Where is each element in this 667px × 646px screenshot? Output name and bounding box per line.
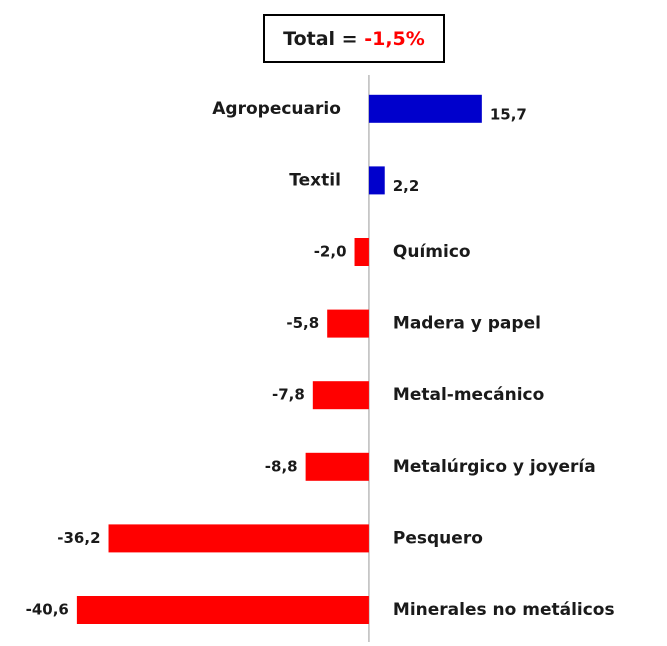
chart-title: Total = -1,5% bbox=[283, 28, 425, 50]
bar bbox=[108, 524, 369, 553]
category-label: Textil bbox=[289, 170, 341, 190]
value-label: -40,6 bbox=[26, 601, 69, 619]
value-label: -7,8 bbox=[272, 386, 305, 404]
value-label: -36,2 bbox=[57, 529, 100, 547]
total-label: -1,5% bbox=[364, 28, 425, 50]
category-label: Minerales no metálicos bbox=[393, 600, 615, 620]
category-label: Metal-mecánico bbox=[393, 385, 544, 405]
value-label: -8,8 bbox=[265, 457, 298, 475]
title-text: Total = bbox=[283, 28, 357, 50]
value-label: 15,7 bbox=[490, 105, 527, 123]
bar bbox=[305, 452, 369, 481]
bar bbox=[312, 381, 369, 410]
bar bbox=[368, 166, 385, 195]
category-label: Agropecuario bbox=[212, 99, 341, 119]
category-label: Pesquero bbox=[393, 528, 483, 548]
category-label: Químico bbox=[393, 242, 471, 262]
value-label: 2,2 bbox=[393, 177, 420, 195]
bar bbox=[368, 94, 482, 123]
category-label: Metalúrgico y joyería bbox=[393, 457, 596, 477]
bar bbox=[327, 309, 369, 338]
bar bbox=[76, 596, 369, 624]
bar bbox=[354, 238, 369, 266]
category-label: Madera y papel bbox=[393, 314, 541, 334]
title-box bbox=[263, 14, 445, 63]
value-label: -2,0 bbox=[314, 243, 347, 261]
value-label: -5,8 bbox=[286, 314, 319, 332]
